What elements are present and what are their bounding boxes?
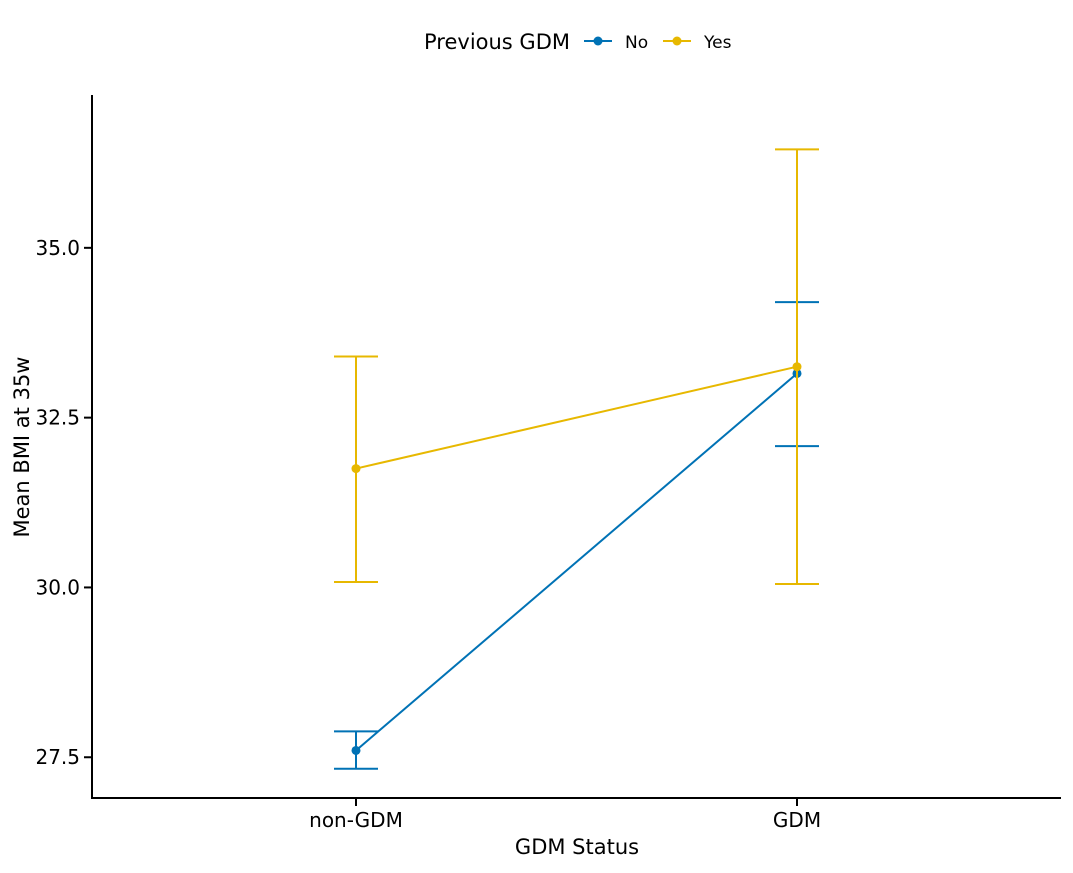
series-line-yes: [355, 365, 798, 470]
y-tick-label: 27.5: [35, 745, 80, 769]
legend-key-point-yes: [672, 36, 682, 46]
y-tick-label: 35.0: [35, 236, 80, 260]
data-point-yes: [351, 464, 361, 474]
y-tick-label: 30.0: [35, 575, 80, 599]
series-layer: [334, 148, 819, 770]
series-line-no: [355, 372, 798, 752]
series-yes: [334, 148, 819, 586]
x-tick-label: GDM: [773, 808, 821, 832]
data-point-yes: [792, 362, 802, 372]
legend: Previous GDM No Yes: [424, 30, 732, 54]
x-tick-label: non-GDM: [309, 808, 403, 832]
data-point-no: [351, 745, 361, 755]
legend-entry-yes: Yes: [663, 33, 732, 53]
x-ticks: non-GDM GDM: [309, 798, 821, 832]
legend-label-no: No: [625, 33, 648, 53]
x-axis-title: GDM Status: [515, 835, 639, 859]
legend-label-yes: Yes: [703, 33, 732, 53]
legend-key-point-no: [593, 36, 603, 46]
y-axis-title: Mean BMI at 35w: [10, 357, 34, 538]
y-ticks: 27.5 30.0 32.5 35.0: [35, 236, 92, 769]
y-tick-label: 32.5: [35, 406, 80, 430]
legend-title: Previous GDM: [424, 30, 570, 54]
series-no: [334, 301, 819, 770]
legend-entry-no: No: [584, 33, 648, 53]
